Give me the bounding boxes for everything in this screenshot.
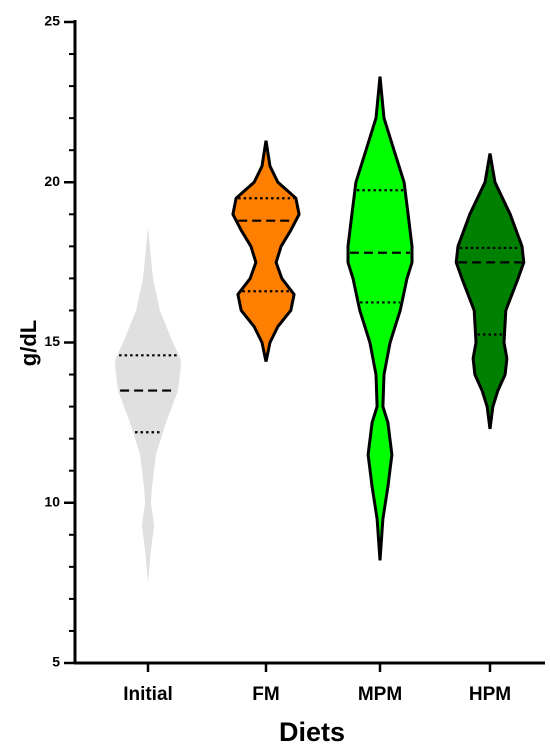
violin-outline	[454, 153, 492, 430]
x-tick-label: MPM	[358, 684, 402, 705]
violin-half	[348, 76, 380, 561]
violin-half	[490, 153, 524, 429]
violin-outline	[488, 153, 526, 430]
x-axis-label: Diets	[279, 717, 345, 747]
violin-half	[456, 153, 490, 429]
violin-half	[380, 76, 412, 561]
x-tick-label: FM	[252, 684, 279, 705]
violin-half	[266, 140, 300, 362]
x-tick-label: Initial	[123, 684, 173, 705]
y-tick-label: 20	[44, 173, 60, 189]
violin-half	[114, 227, 148, 583]
violin-outline	[346, 76, 382, 561]
x-tick-label: HPM	[469, 684, 511, 705]
violin-half	[148, 227, 182, 583]
y-tick-label: 5	[52, 654, 60, 670]
y-tick-label: 25	[44, 13, 60, 29]
violin-outline	[231, 140, 268, 363]
violin-outline	[378, 76, 414, 561]
violin-half	[232, 140, 266, 362]
y-axis-label: g/dL	[16, 320, 41, 366]
violin-outline	[264, 140, 301, 363]
y-tick-label: 15	[44, 333, 60, 349]
y-tick-label: 10	[44, 493, 60, 509]
